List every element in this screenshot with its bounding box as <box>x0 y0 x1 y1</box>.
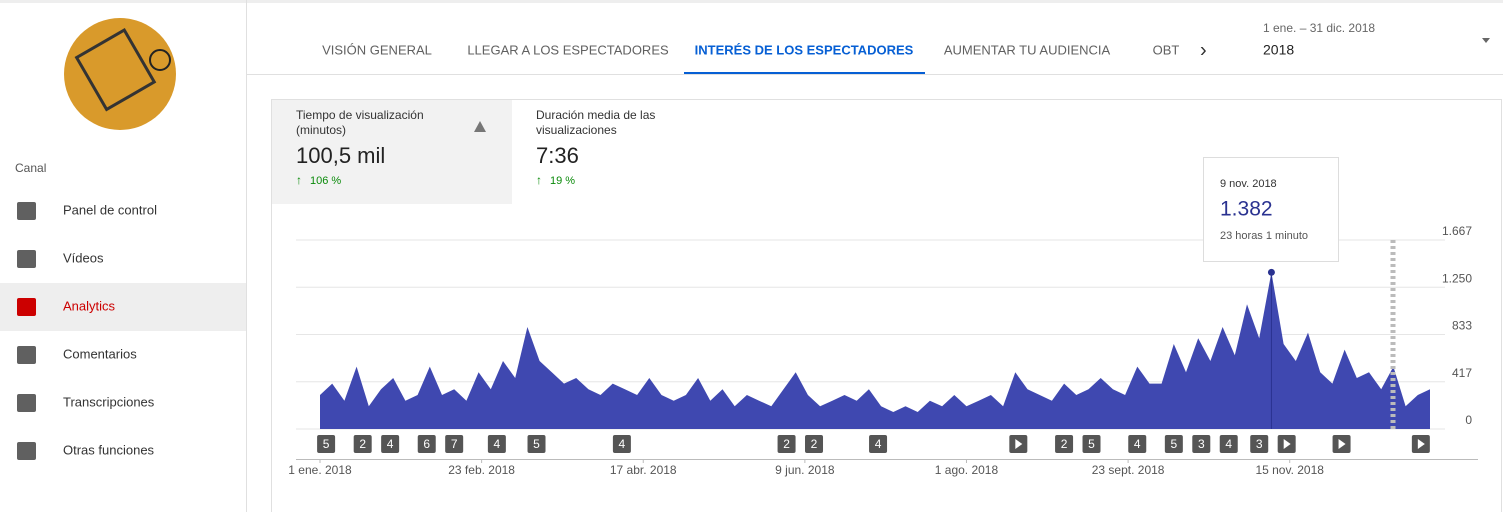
video-count: 4 <box>619 437 626 451</box>
metric-selected[interactable] <box>272 100 512 204</box>
video-marker[interactable] <box>1219 435 1238 453</box>
dropdown-arrow[interactable] <box>1482 38 1490 43</box>
menu-icon <box>17 202 36 220</box>
play-icon <box>1283 439 1291 449</box>
metric-value: 7:36 <box>536 143 579 168</box>
menu-item[interactable]: Analytics <box>63 298 116 313</box>
video-marker[interactable] <box>612 435 631 453</box>
menu-item[interactable]: Comentarios <box>63 346 137 361</box>
video-count: 3 <box>1256 437 1263 451</box>
metric-arrow: ↑ <box>296 173 302 187</box>
play-icon <box>1015 439 1023 449</box>
hover-point <box>1267 268 1275 276</box>
tab[interactable]: OBT <box>1153 42 1180 57</box>
tab[interactable]: AUMENTAR TU AUDIENCIA <box>944 42 1111 57</box>
tabs-next[interactable]: › <box>1200 39 1207 61</box>
menu-icon <box>17 346 36 364</box>
y-tick-label: 1.250 <box>1442 271 1472 285</box>
video-count: 2 <box>359 437 366 451</box>
x-tick-label: 1 ene. 2018 <box>288 463 352 477</box>
x-tick-label: 1 ago. 2018 <box>935 463 999 477</box>
x-tick-label: 17 abr. 2018 <box>610 463 677 477</box>
menu-active-bg <box>0 283 246 331</box>
tooltip-detail: 23 horas 1 minuto <box>1220 230 1308 242</box>
metric-change: 19 % <box>550 175 575 187</box>
video-marker[interactable] <box>869 435 888 453</box>
menu-icon <box>17 298 36 316</box>
area <box>320 272 1430 429</box>
tooltip <box>1203 157 1339 262</box>
menu-icon <box>17 442 36 460</box>
metric-change: 106 % <box>310 175 341 187</box>
video-count: 4 <box>1134 437 1141 451</box>
menu-icon <box>17 250 36 268</box>
metric-label: Duración media de las visualizaciones <box>536 108 655 137</box>
video-count: 3 <box>1198 437 1205 451</box>
video-marker[interactable] <box>487 435 506 453</box>
avatar <box>64 18 176 130</box>
video-marker[interactable] <box>445 435 464 453</box>
video-count: 2 <box>783 437 790 451</box>
play-icon <box>1338 439 1346 449</box>
metric-value: 100,5 mil <box>296 143 385 168</box>
video-marker[interactable] <box>381 435 400 453</box>
video-marker[interactable] <box>353 435 372 453</box>
menu-item[interactable]: Transcripciones <box>63 394 155 409</box>
y-tick-label: 833 <box>1452 319 1472 333</box>
video-marker[interactable] <box>805 435 824 453</box>
tab-underline <box>684 72 925 74</box>
video-marker[interactable] <box>1250 435 1269 453</box>
video-marker[interactable] <box>777 435 796 453</box>
video-count: 4 <box>875 437 882 451</box>
x-tick-label: 15 nov. 2018 <box>1255 463 1324 477</box>
tab[interactable]: LLEGAR A LOS ESPECTADORES <box>467 42 669 57</box>
menu-item[interactable]: Vídeos <box>63 250 104 265</box>
video-marker[interactable] <box>1192 435 1211 453</box>
section-label: Canal <box>15 161 46 175</box>
video-count: 6 <box>423 437 430 451</box>
video-count: 5 <box>323 437 330 451</box>
video-marker[interactable] <box>1128 435 1147 453</box>
video-marker[interactable] <box>417 435 436 453</box>
tooltip-value: 1.382 <box>1220 198 1273 221</box>
video-count: 5 <box>1088 437 1095 451</box>
video-count: 4 <box>1225 437 1232 451</box>
x-tick-label: 23 feb. 2018 <box>448 463 515 477</box>
tab[interactable]: VISIÓN GENERAL <box>322 42 432 57</box>
video-count: 7 <box>451 437 458 451</box>
video-count: 5 <box>1171 437 1178 451</box>
warning-icon <box>474 121 486 132</box>
y-tick-label: 1.667 <box>1442 224 1472 238</box>
video-marker[interactable] <box>317 435 336 453</box>
date-selection[interactable]: 2018 <box>1263 42 1294 58</box>
video-marker[interactable] <box>1082 435 1101 453</box>
video-count: 2 <box>1061 437 1068 451</box>
video-marker[interactable] <box>1164 435 1183 453</box>
menu-item[interactable]: Otras funciones <box>63 442 155 457</box>
video-count: 4 <box>387 437 394 451</box>
video-marker[interactable] <box>527 435 546 453</box>
play-icon <box>1417 439 1425 449</box>
video-count: 5 <box>533 437 540 451</box>
metric-label: Tiempo de visualización (minutos) <box>296 108 424 137</box>
tab[interactable]: INTERÉS DE LOS ESPECTADORES <box>695 42 914 57</box>
video-marker[interactable] <box>1055 435 1074 453</box>
menu-item[interactable]: Panel de control <box>63 202 157 217</box>
tooltip-date: 9 nov. 2018 <box>1220 178 1277 190</box>
x-tick-label: 9 jun. 2018 <box>775 463 835 477</box>
y-tick-label: 0 <box>1465 413 1472 427</box>
video-count: 4 <box>494 437 501 451</box>
top-bar <box>0 0 1503 3</box>
y-tick-label: 417 <box>1452 366 1472 380</box>
metric-arrow: ↑ <box>536 173 542 187</box>
menu-icon <box>17 394 36 412</box>
video-count: 2 <box>811 437 818 451</box>
date-range: 1 ene. – 31 dic. 2018 <box>1263 21 1375 35</box>
x-tick-label: 23 sept. 2018 <box>1092 463 1165 477</box>
